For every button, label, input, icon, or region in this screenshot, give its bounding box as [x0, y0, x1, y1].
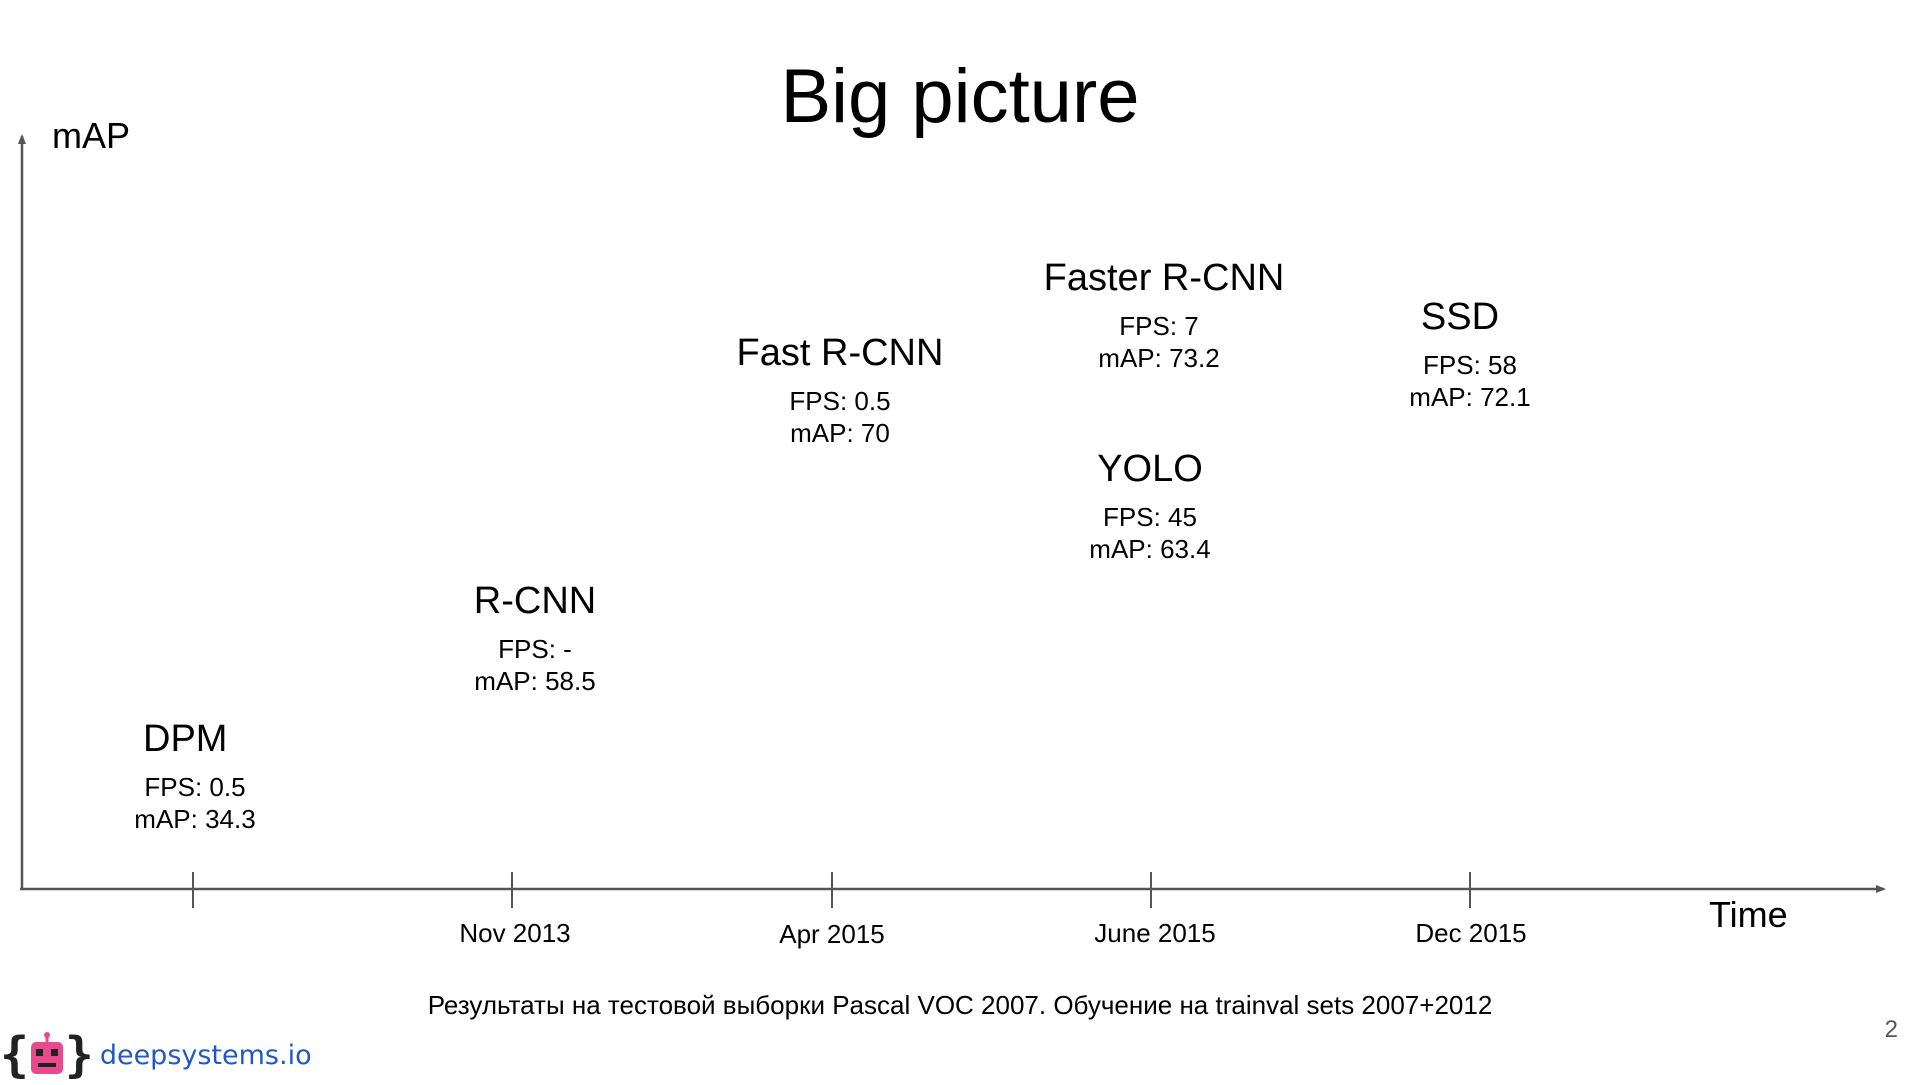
- method-map: mAP: 70: [790, 418, 890, 448]
- footnote: Результаты на тестовой выборки Pascal VO…: [427, 990, 1493, 1020]
- method-map: mAP: 72.1: [1409, 382, 1531, 412]
- method-fps: FPS: 58: [1423, 350, 1517, 380]
- method-fps: FPS: 45: [1103, 502, 1197, 532]
- logo-text: deepsystems.io: [99, 1039, 312, 1071]
- method-dpm: DPM FPS: 0.5 mAP: 34.3: [115, 717, 275, 835]
- method-name: Fast R-CNN: [736, 332, 944, 374]
- method-map: mAP: 73.2: [1098, 343, 1220, 373]
- robot-icon: [30, 1032, 63, 1074]
- method-stats: FPS: - mAP: 58.5: [450, 633, 620, 697]
- method-stats: FPS: 7 mAP: 73.2: [1034, 310, 1294, 374]
- logo-brace-left: {: [0, 1027, 29, 1083]
- page-number: 2: [1884, 1016, 1898, 1043]
- tick-label: Dec 2015: [1415, 918, 1527, 948]
- tick-label: Apr 2015: [779, 919, 885, 949]
- y-axis-label: mAP: [52, 115, 131, 156]
- method-fps: FPS: 0.5: [789, 386, 891, 416]
- method-map: mAP: 63.4: [1089, 534, 1211, 564]
- logo-brace-right: }: [64, 1027, 94, 1083]
- method-yolo: YOLO FPS: 45 mAP: 63.4: [1070, 447, 1230, 565]
- slide-title: Big picture: [780, 54, 1140, 139]
- method-stats: FPS: 0.5 mAP: 70: [730, 385, 950, 449]
- method-ssd: SSD FPS: 58 mAP: 72.1: [1390, 295, 1550, 413]
- method-fps: FPS: 7: [1119, 311, 1199, 341]
- method-name: DPM: [143, 718, 228, 760]
- method-name: Faster R-CNN: [1043, 257, 1285, 299]
- method-stats: FPS: 58 mAP: 72.1: [1390, 349, 1550, 413]
- method-name: R-CNN: [473, 580, 597, 622]
- method-map: mAP: 34.3: [134, 804, 256, 834]
- tick-label: Nov 2013: [459, 918, 571, 948]
- logo: { } deepsystems.io: [0, 1025, 312, 1085]
- method-map: mAP: 58.5: [474, 666, 596, 696]
- method-name: SSD: [1420, 296, 1500, 338]
- x-axis-label: Time: [1709, 894, 1788, 935]
- method-fps: FPS: -: [498, 634, 572, 664]
- method-fast-rcnn: Fast R-CNN FPS: 0.5 mAP: 70: [730, 331, 950, 449]
- tick-label: June 2015: [1094, 918, 1216, 948]
- method-name: YOLO: [1097, 448, 1203, 490]
- method-faster-rcnn: Faster R-CNN FPS: 7 mAP: 73.2: [1034, 256, 1294, 374]
- method-stats: FPS: 45 mAP: 63.4: [1070, 501, 1230, 565]
- method-stats: FPS: 0.5 mAP: 34.3: [115, 771, 275, 835]
- method-rcnn: R-CNN FPS: - mAP: 58.5: [450, 579, 620, 697]
- method-fps: FPS: 0.5: [144, 772, 246, 802]
